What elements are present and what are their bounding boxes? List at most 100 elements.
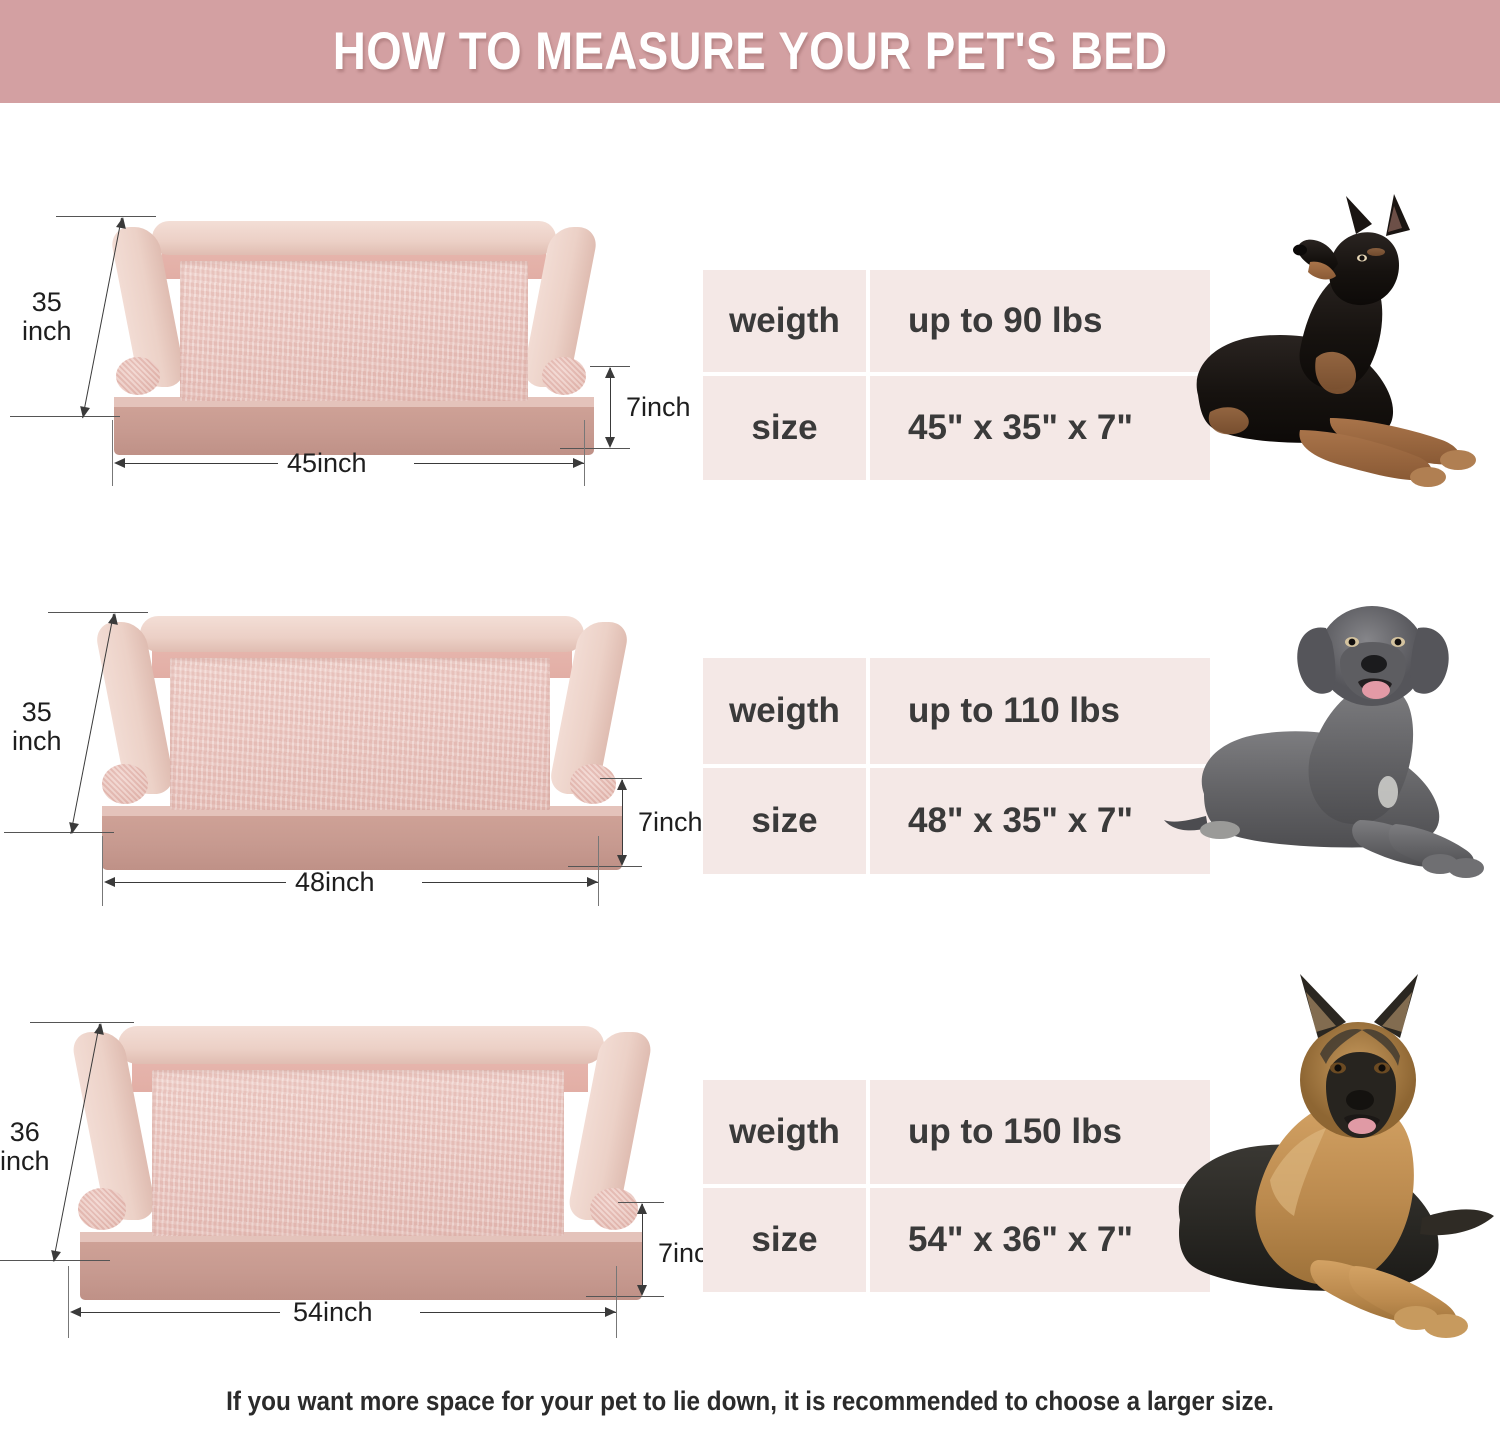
bed-left-bolster-cap [78,1188,126,1230]
width-ext-left [112,420,113,486]
bed-illustration [90,610,631,870]
size-row-54: 36 inch 7inch 54inch weigth up to 150 lb… [0,974,1500,1370]
depth-value: 35 [31,287,62,317]
width-dimension-line-right [420,1312,616,1313]
size-value: 54" x 36" x 7" [908,1220,1133,1259]
height-arrow-top [605,367,615,378]
table-row: up to 150 lbs [870,1080,1210,1184]
spec-table-54: weigth up to 150 lbs size 54" x 36" x 7" [703,1080,1210,1292]
bed-cushion [170,658,550,810]
height-tick-bottom [568,866,642,867]
height-arrow-bottom [637,1285,647,1296]
depth-tick-bottom [10,416,120,417]
width-arrow-right [605,1307,616,1317]
weight-value: up to 110 lbs [908,691,1120,730]
depth-tick-top [30,1022,134,1023]
table-row: weigth [703,270,866,372]
bed-left-bolster-cap [102,764,148,804]
height-arrow-top [637,1203,647,1214]
footer-note: If you want more space for your pet to l… [226,1386,1274,1416]
depth-tick-bottom [0,1260,110,1261]
height-tick-bottom [560,448,630,449]
height-tick-top [618,1202,664,1203]
height-arrow-top [617,779,627,790]
height-dimension-line [622,780,623,864]
depth-tick-top [48,612,148,613]
bed-back-bolster [152,221,556,255]
size-row-48: 35 inch 7inch 48inch weigth up to 110 lb… [0,570,1500,950]
weight-label: weigth [729,691,840,730]
width-dimension-line-left [118,463,278,464]
bed-base [80,1238,642,1300]
bed-back-bolster [118,1026,604,1064]
table-row: 48" x 35" x 7" [870,768,1210,874]
height-tick-top [600,778,642,779]
bed-cushion [180,261,528,401]
bed-right-bolster-cap [542,357,586,395]
depth-arrow-bottom [67,822,79,835]
table-row: up to 110 lbs [870,658,1210,764]
bed-diagram-48: 35 inch 7inch 48inch [0,570,703,930]
width-dimension-line-right [422,882,598,883]
depth-unit: inch [12,726,62,756]
depth-label: 35 inch [12,698,62,756]
bed-base-rim [80,1232,642,1242]
width-dimension-line-right [414,463,584,464]
weight-label: weigth [729,301,840,340]
width-label: 54inch [293,1297,373,1327]
width-ext-right [616,1266,617,1338]
size-label: size [751,1220,818,1259]
width-ext-right [584,420,585,486]
size-row-45: 35 inch 7inch 45inch weigth up to 90 lbs… [0,170,1500,530]
bed-cushion [152,1070,564,1236]
bed-illustration [69,1020,655,1300]
bed-base [114,403,594,455]
bed-base-rim [114,397,594,407]
height-arrow-bottom [617,855,627,866]
depth-arrow-bottom [78,406,90,419]
height-tick-bottom [586,1296,664,1297]
bed-right-bolster-cap [590,1188,638,1230]
depth-label: 36 inch [0,1118,50,1176]
weight-label: weigth [729,1112,840,1151]
height-dimension-line [642,1204,643,1294]
bed-diagram-45: 35 inch 7inch 45inch [0,170,691,510]
size-value: 45" x 35" x 7" [908,408,1133,447]
spec-table-45: weigth up to 90 lbs size 45" x 35" x 7" [703,270,1210,480]
bed-right-bolster-cap [570,764,616,804]
size-label: size [751,408,818,447]
width-ext-left [68,1266,69,1338]
bed-base [102,812,622,870]
width-ext-right [598,836,599,906]
table-row: weigth [703,658,866,764]
table-row: size [703,768,866,874]
size-label: size [751,801,818,840]
width-arrow-right [587,877,598,887]
dog-photo-doberman [1180,190,1500,500]
width-dimension-line-left [108,882,286,883]
depth-unit: inch [22,316,72,346]
table-row: up to 90 lbs [870,270,1210,372]
width-arrow-left [70,1307,81,1317]
width-arrow-left [114,458,125,468]
bed-left-bolster-cap [116,357,160,395]
dog-photo-german-shepherd [1150,960,1500,1360]
table-row: size [703,376,866,480]
width-dimension-line-left [74,1312,280,1313]
bed-diagram-54: 36 inch 7inch 54inch [0,980,723,1360]
table-row: size [703,1188,866,1292]
depth-value: 36 [9,1117,40,1147]
spec-table-48: weigth up to 110 lbs size 48" x 35" x 7" [703,658,1210,874]
bed-base-rim [102,806,622,816]
bed-illustration [100,215,600,455]
height-arrow-bottom [605,437,615,448]
header-banner: HOW TO MEASURE YOUR PET'S BED [0,0,1500,103]
table-row: 54" x 36" x 7" [870,1188,1210,1292]
weight-value: up to 90 lbs [908,301,1103,340]
depth-label: 35 inch [22,288,72,346]
depth-arrow-top [116,216,128,229]
depth-tick-top [56,216,156,217]
height-dimension-line [610,368,611,446]
width-label: 45inch [287,448,367,478]
table-row: weigth [703,1080,866,1184]
